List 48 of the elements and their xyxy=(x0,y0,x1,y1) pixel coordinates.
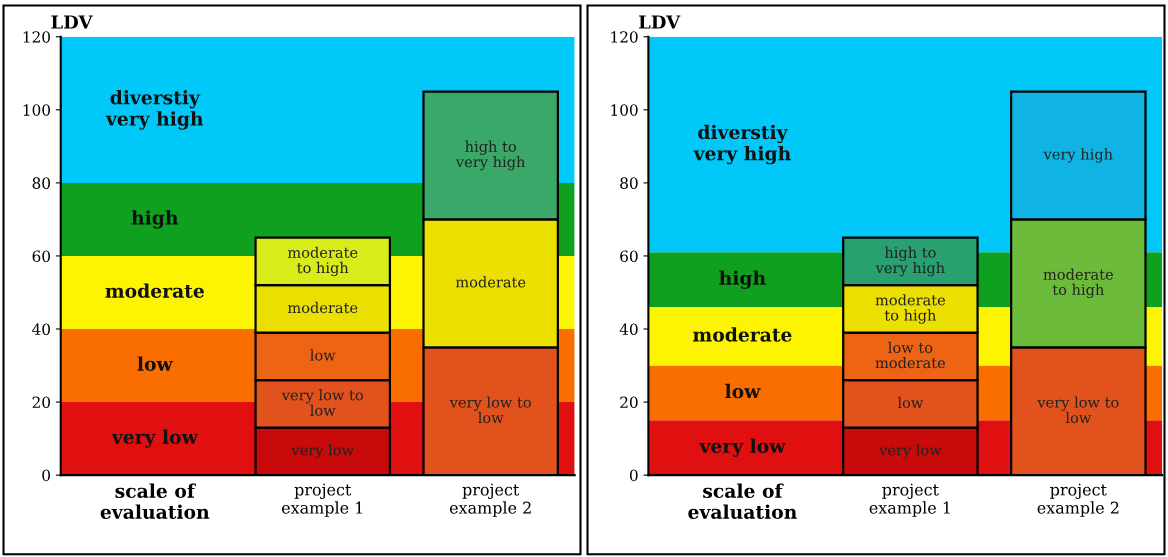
y-axis-title: LDV xyxy=(638,15,681,29)
band-label: diverstiy very high xyxy=(105,89,204,130)
y-tick-label: 100 xyxy=(611,104,638,116)
y-tick-label: 40 xyxy=(619,323,638,336)
band-label: high xyxy=(719,270,766,289)
y-axis-title: LDV xyxy=(51,15,93,29)
band-label: very low xyxy=(111,429,199,448)
y-tick-label: 80 xyxy=(620,177,638,189)
x-tick-label: scale of evaluation xyxy=(688,483,797,519)
data-label: moderate to high xyxy=(875,294,946,324)
x-tick-label: scale of evaluation xyxy=(100,483,210,519)
y-tick-label: 100 xyxy=(23,104,50,116)
data-label: very low xyxy=(879,444,942,459)
data-label: high to very high xyxy=(455,140,526,171)
data-label: low xyxy=(897,396,924,409)
y-tick-label: 120 xyxy=(23,31,50,43)
data-label: moderate xyxy=(287,301,358,314)
y-tick-label: 60 xyxy=(620,250,638,262)
band-label: diverstiy very high xyxy=(693,124,791,165)
data-label: very low to low xyxy=(1037,396,1119,424)
data-label: high to very high xyxy=(875,246,945,277)
y-tick-label: 20 xyxy=(32,396,50,409)
y-tick-label: 20 xyxy=(620,396,638,409)
data-label: very high xyxy=(1043,148,1113,163)
band-label: moderate xyxy=(693,327,792,342)
x-tick-label: project example 2 xyxy=(1037,483,1119,517)
band-label: moderate xyxy=(105,283,204,298)
y-tick-label: 0 xyxy=(629,469,638,482)
data-label: moderate to high xyxy=(287,246,358,277)
y-tick-label: 80 xyxy=(32,177,50,189)
y-tick-label: 60 xyxy=(32,250,50,262)
x-tick-label: project example 1 xyxy=(869,483,950,517)
y-tick-label: 120 xyxy=(611,31,638,43)
x-tick-label: project example 2 xyxy=(449,483,531,517)
data-label: very low to low xyxy=(281,389,363,416)
data-label: very low to low xyxy=(449,396,531,424)
band-label: very low xyxy=(699,438,786,457)
data-label: low to moderate xyxy=(875,341,946,369)
y-tick-label: 40 xyxy=(32,323,50,336)
data-label: very low xyxy=(291,444,354,459)
data-label: moderate xyxy=(455,276,526,288)
band-label: high xyxy=(131,210,179,229)
data-label: moderate to high xyxy=(1043,268,1113,299)
x-tick-label: project example 1 xyxy=(281,483,363,517)
data-label: low xyxy=(310,349,336,361)
band-label: low xyxy=(137,356,174,371)
band-label: low xyxy=(725,383,761,399)
y-tick-label: 0 xyxy=(42,469,50,482)
